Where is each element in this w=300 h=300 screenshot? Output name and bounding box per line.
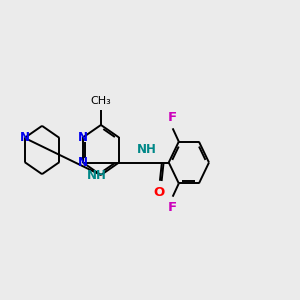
Text: N: N — [78, 131, 88, 144]
Text: N: N — [78, 156, 88, 169]
Text: NH: NH — [87, 169, 106, 182]
Text: NH: NH — [137, 143, 157, 156]
Text: F: F — [168, 111, 177, 124]
Text: F: F — [168, 201, 177, 214]
Text: N: N — [20, 131, 30, 144]
Text: CH₃: CH₃ — [91, 96, 111, 106]
Text: O: O — [153, 186, 164, 199]
